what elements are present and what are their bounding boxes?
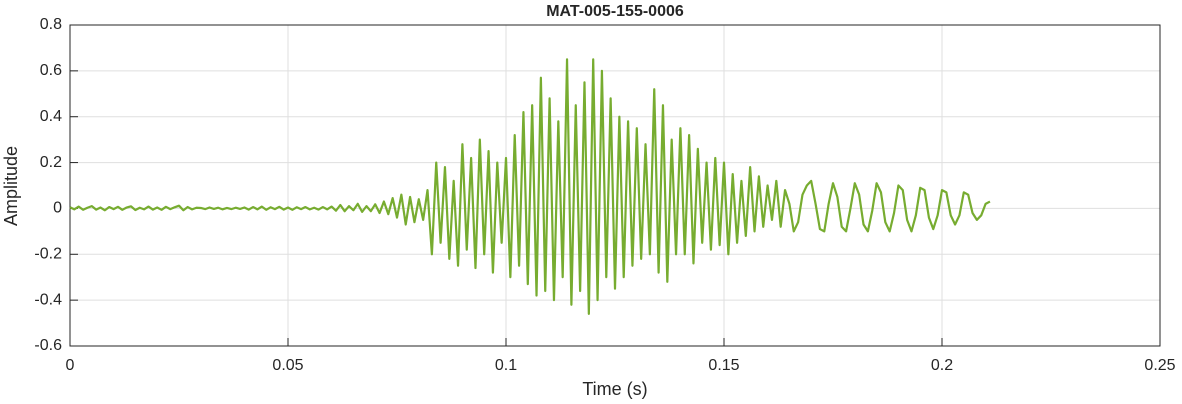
y-tick-label: -0.2 [34,246,62,263]
plot-area [70,25,1160,346]
chart-title: MAT-005-155-0006 [546,3,684,20]
y-tick-label: 0 [53,200,62,217]
x-tick-label: 0.25 [1144,357,1175,374]
plot-frame [69,24,1161,347]
y-axis-label: Amplitude [1,146,21,226]
x-axis-label: Time (s) [582,379,647,399]
data-line [69,58,991,315]
y-tick-label: -0.6 [34,337,62,354]
y-tick-label: 0.2 [40,154,62,171]
y-tick-label: 0.6 [40,62,62,79]
x-tick-label: 0.2 [931,357,953,374]
x-tick-label: 0 [66,357,75,374]
x-tick-label: 0.05 [272,357,303,374]
y-tick-label: 0.8 [40,16,62,33]
y-tick-label: 0.4 [40,108,62,125]
y-tick-label: -0.4 [34,291,62,308]
x-tick-label: 0.15 [708,357,739,374]
x-tick-label: 0.1 [495,357,517,374]
